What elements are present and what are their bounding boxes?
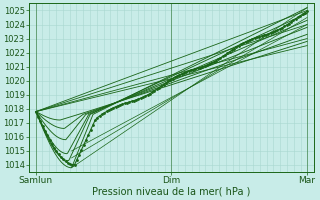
X-axis label: Pression niveau de la mer( hPa ): Pression niveau de la mer( hPa ) bbox=[92, 187, 251, 197]
